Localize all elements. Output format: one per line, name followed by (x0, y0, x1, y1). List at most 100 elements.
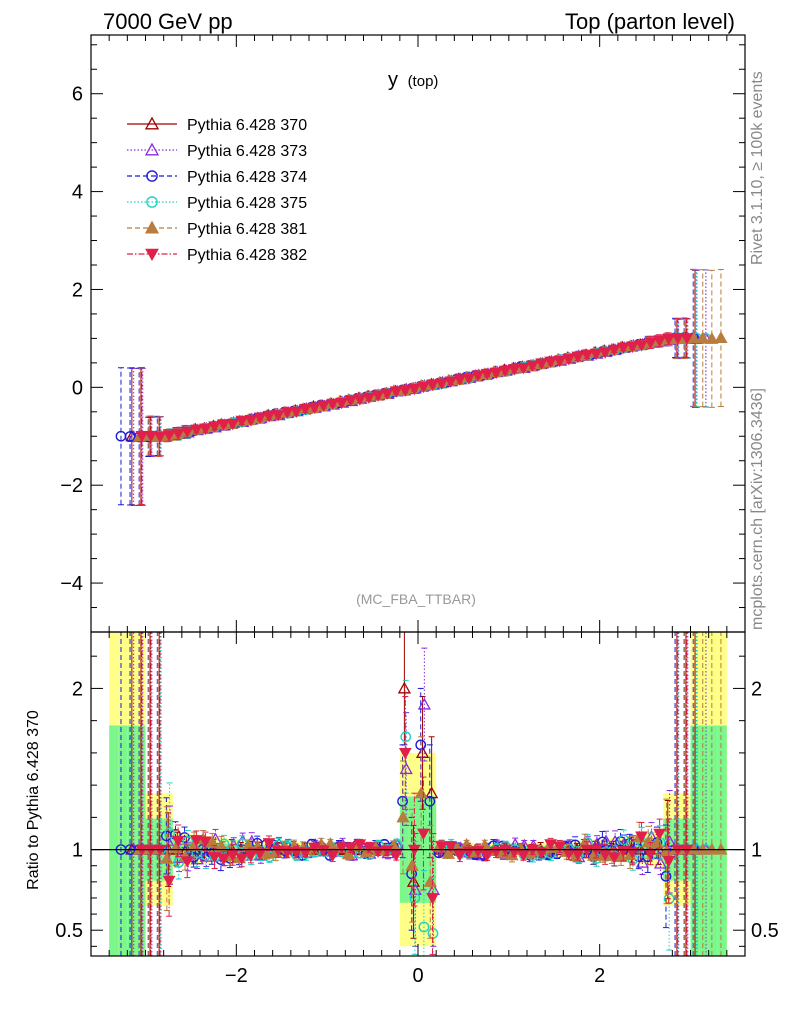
ratio-point (607, 852, 621, 864)
ratio-point (517, 850, 530, 862)
ratio-point (417, 697, 431, 710)
main-ytick-label: 6 (72, 84, 83, 106)
main-point (335, 397, 349, 410)
main-point (571, 351, 585, 364)
main-point (289, 406, 303, 419)
main-point (408, 383, 421, 396)
ratio-point (341, 847, 356, 860)
ratio-point (180, 856, 194, 868)
ratio-point (553, 841, 567, 853)
ratio-point (435, 841, 448, 853)
ratio-band-inner (708, 725, 718, 956)
main-point (616, 342, 630, 355)
main-point (553, 355, 567, 368)
main-ytick-label: −2 (60, 475, 83, 497)
main-point (199, 423, 212, 436)
ratio-point (162, 875, 176, 888)
main-point (714, 331, 728, 344)
main-point (162, 430, 176, 442)
ratio-xtick-label: 0 (412, 965, 423, 987)
main-point (371, 390, 385, 402)
ratio-point (406, 875, 421, 887)
main-point (607, 344, 621, 357)
header-right: Top (parton level) (565, 9, 735, 34)
main-point (190, 424, 203, 437)
main-point (680, 333, 694, 345)
ratio-point (424, 795, 436, 807)
legend-marker (144, 116, 160, 130)
ratio-point (308, 842, 321, 855)
legend-marker (146, 196, 158, 208)
main-point (644, 337, 657, 350)
ratio-panel (91, 632, 745, 956)
ratio-point (299, 847, 312, 859)
legend-marker (145, 248, 159, 262)
main-point (662, 333, 676, 346)
ratio-point (208, 852, 221, 864)
main-point (687, 331, 701, 344)
main-point (299, 403, 312, 416)
main-ytick-label: 0 (72, 377, 83, 399)
main-point (353, 394, 367, 406)
ratio-ylabel: Ratio to Pythia 6.428 370 (25, 710, 42, 890)
main-ytick-label: 2 (72, 279, 83, 301)
legend-label: Pythia 6.428 382 (187, 247, 307, 264)
ratio-series-5 (135, 632, 694, 956)
ratio-point (205, 835, 219, 848)
ratio-point (444, 841, 458, 853)
ratio-point (426, 893, 439, 905)
main-point (262, 411, 276, 423)
ratio-ytick-label-right: 1 (751, 840, 762, 862)
ratio-point (235, 853, 249, 866)
main-series-5 (135, 317, 694, 505)
main-point (462, 373, 476, 385)
ratio-point (262, 838, 276, 850)
legend-marker (144, 142, 160, 156)
main-point (444, 376, 458, 388)
ratio-point (480, 850, 494, 862)
main-point (271, 410, 285, 422)
main-ytick-label: −4 (60, 573, 83, 595)
main-point (308, 402, 321, 414)
main-point (535, 358, 548, 370)
ratio-point (398, 747, 412, 760)
main-panel (115, 268, 728, 506)
legend-entry-1: Pythia 6.428 373 (127, 142, 307, 160)
main-ytick-label: 4 (72, 182, 83, 204)
main-point (153, 431, 167, 444)
ratio-xtick-label: 2 (594, 965, 605, 987)
ratio-point (425, 786, 439, 799)
main-point (389, 386, 403, 398)
ratio-point (164, 827, 175, 839)
ratio-point (415, 746, 430, 758)
axes: 6 4 2 0 −2 −4 −2 0 2 2 2 1 1 0.5 0.5 (55, 34, 779, 987)
main-point (635, 340, 648, 352)
main-point (480, 368, 494, 381)
ratio-ytick-label-right: 2 (751, 678, 762, 700)
legend-label: Pythia 6.428 374 (187, 169, 307, 186)
main-point (317, 400, 330, 412)
main-point (417, 381, 430, 394)
ratio-ytick-label: 1 (72, 840, 83, 862)
main-point (653, 335, 666, 348)
legend-label: Pythia 6.428 370 (187, 117, 307, 134)
main-point (580, 349, 594, 362)
ratio-point (271, 845, 285, 857)
main-point (589, 348, 603, 361)
ratio-ytick-label: 2 (72, 678, 83, 700)
main-point (598, 347, 612, 359)
main-point (544, 356, 557, 369)
main-title: y (top) (388, 69, 438, 91)
ratio-point (171, 835, 185, 848)
main-point (380, 388, 394, 400)
main-point (180, 426, 194, 439)
ratio-band-inner (109, 725, 119, 956)
main-point (696, 331, 710, 344)
main-point (562, 353, 576, 366)
main-point (280, 407, 294, 419)
main-point (362, 392, 376, 405)
main-point (398, 385, 412, 397)
ratio-band-inner (717, 725, 727, 956)
ratio-point (226, 850, 240, 862)
main-title-sub: (top) (408, 73, 439, 90)
